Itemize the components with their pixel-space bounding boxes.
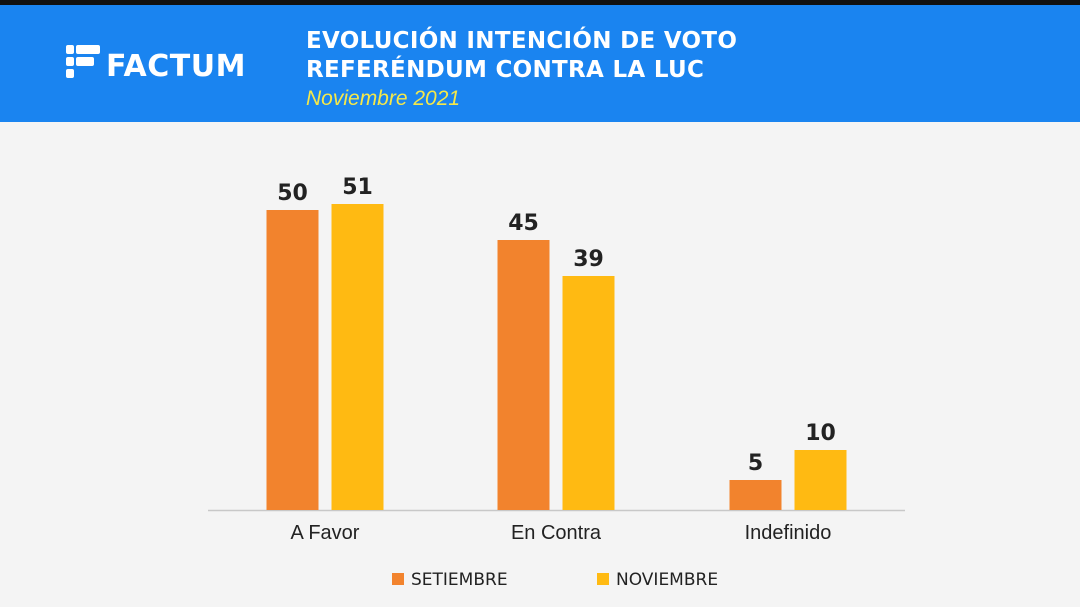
data-label-noviembre-1: 39 bbox=[573, 247, 604, 272]
category-label-0: A Favor bbox=[291, 522, 360, 544]
title-line-1: EVOLUCIÓN INTENCIÓN DE VOTO bbox=[306, 28, 738, 54]
data-label-noviembre-0: 51 bbox=[342, 175, 373, 200]
logo-text: FACTUM bbox=[106, 49, 246, 84]
top-border bbox=[0, 0, 1080, 5]
data-label-setiembre-2: 5 bbox=[748, 451, 763, 476]
subtitle: Noviembre 2021 bbox=[306, 87, 461, 110]
category-label-1: En Contra bbox=[511, 522, 602, 544]
legend-label-setiembre: SETIEMBRE bbox=[411, 570, 508, 590]
data-label-setiembre-1: 45 bbox=[508, 211, 539, 236]
bar-setiembre-1 bbox=[497, 240, 550, 510]
legend-swatch-setiembre bbox=[392, 573, 404, 585]
data-label-noviembre-2: 10 bbox=[805, 421, 836, 446]
bar-chart: 50 51 A Favor 45 39 En Contra 5 10 Indefinido SET… bbox=[208, 175, 905, 590]
factum-logo: FACTUM bbox=[66, 45, 256, 85]
bar-setiembre-2 bbox=[729, 480, 782, 510]
legend-swatch-noviembre bbox=[597, 573, 609, 585]
header-banner: FACTUM EVOLUCIÓN INTENCIÓN DE VOTO REFER… bbox=[0, 5, 1080, 122]
bar-noviembre-1 bbox=[562, 276, 615, 510]
title-block: EVOLUCIÓN INTENCIÓN DE VOTO REFERÉNDUM C… bbox=[306, 27, 737, 113]
legend-label-noviembre: NOVIEMBRE bbox=[616, 570, 718, 590]
factum-logo-icon bbox=[66, 45, 102, 79]
bar-noviembre-2 bbox=[794, 450, 847, 510]
title-line-2: REFERÉNDUM CONTRA LA LUC bbox=[306, 57, 705, 83]
bar-setiembre-0 bbox=[266, 210, 319, 510]
bar-noviembre-0 bbox=[331, 204, 384, 510]
category-label-2: Indefinido bbox=[745, 522, 832, 544]
data-label-setiembre-0: 50 bbox=[277, 181, 308, 206]
